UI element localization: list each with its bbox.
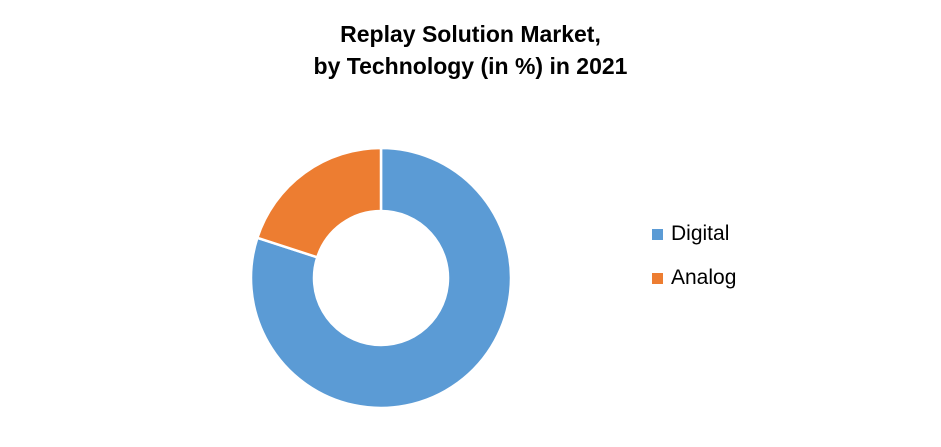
chart-title: Replay Solution Market, by Technology (i… [0,18,941,82]
legend-item-analog: Analog [652,264,736,292]
legend-swatch-analog [652,272,663,284]
legend-swatch-digital [652,228,663,240]
legend-label-digital: Digital [671,222,730,245]
slice-digital [249,146,513,410]
slice-analog [255,146,383,259]
chart-legend: Digital Analog [652,220,736,308]
legend-label-analog: Analog [671,266,737,289]
legend-item-digital: Digital [652,220,736,248]
donut-slices [249,146,513,410]
chart-title-line-1: Replay Solution Market, [340,21,601,47]
chart-title-line-2: by Technology (in %) in 2021 [313,53,628,79]
